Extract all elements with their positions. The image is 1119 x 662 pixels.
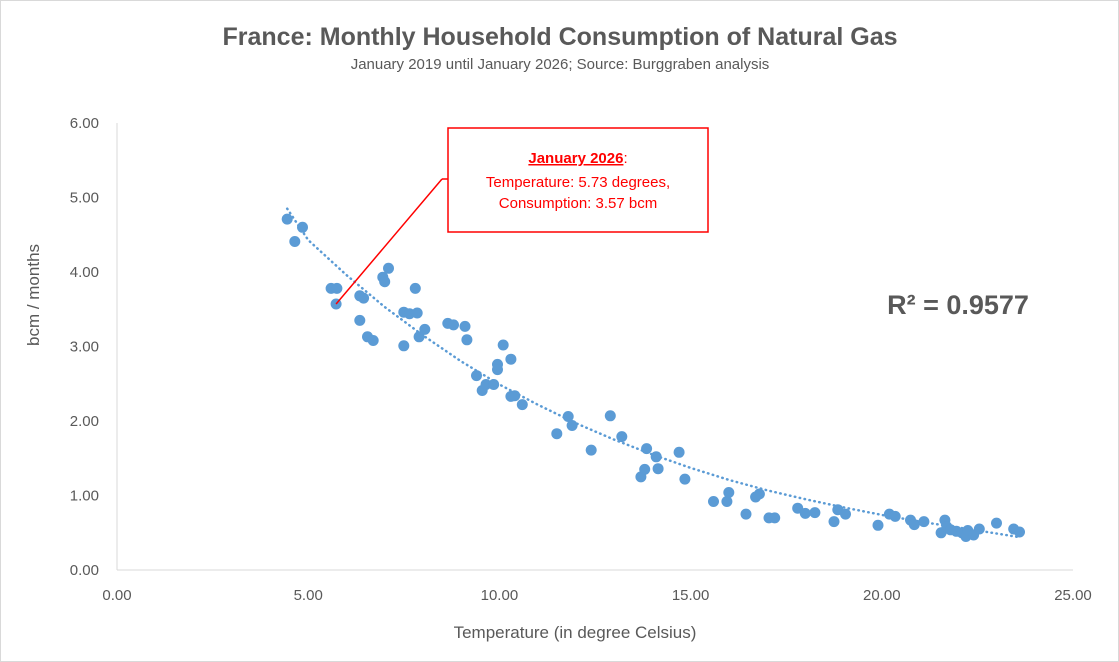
data-point	[673, 446, 685, 458]
y-tick-label: 0.00	[70, 562, 99, 579]
x-tick-label: 25.00	[1054, 587, 1092, 604]
data-point	[461, 334, 473, 346]
annotation-border	[447, 127, 709, 233]
chart-title: France: Monthly Household Consumption of…	[222, 23, 897, 51]
data-point	[409, 282, 421, 294]
data-point	[616, 431, 628, 443]
data-point	[281, 213, 293, 225]
data-point	[492, 364, 503, 376]
data-point	[331, 282, 343, 294]
data-point	[459, 320, 471, 332]
data-points	[281, 213, 1025, 542]
data-point	[639, 463, 651, 475]
chart-subtitle: January 2019 until January 2026; Source:…	[351, 56, 770, 73]
data-point	[367, 335, 379, 346]
data-point	[740, 508, 752, 520]
data-point	[918, 516, 930, 528]
data-point	[908, 519, 920, 531]
data-point	[723, 487, 735, 498]
data-point	[358, 292, 370, 304]
x-tick-label: 20.00	[863, 587, 901, 604]
data-point	[398, 340, 410, 352]
data-point	[585, 444, 597, 456]
y-tick-label: 5.00	[70, 190, 99, 207]
data-point	[509, 390, 521, 402]
x-tick-label: 5.00	[294, 587, 323, 604]
data-point	[991, 517, 1002, 529]
data-point	[289, 236, 301, 247]
data-point	[448, 319, 459, 331]
y-tick-label: 1.00	[70, 488, 99, 505]
data-point	[505, 353, 517, 365]
data-point	[753, 488, 765, 500]
data-point	[480, 379, 492, 390]
data-point	[379, 276, 391, 288]
data-point	[641, 443, 653, 455]
annotation-colon: :	[623, 150, 627, 167]
x-tick-label: 15.00	[672, 587, 710, 604]
data-point	[679, 473, 691, 485]
data-point	[809, 507, 821, 519]
data-point	[297, 221, 308, 233]
data-point	[872, 519, 884, 531]
annotation-leader-line	[335, 178, 443, 305]
data-point	[419, 323, 431, 335]
data-point	[708, 496, 719, 507]
y-tick-labels: 0.00 1.00 2.00 3.00 4.00 5.00 6.00	[70, 115, 99, 579]
annotation-heading: January 2026:	[528, 150, 627, 167]
data-point	[413, 331, 425, 343]
data-point	[799, 507, 811, 519]
x-axis-label: Temperature (in degree Celsius)	[454, 623, 697, 642]
r-squared-label: R² = 0.9577	[887, 290, 1029, 320]
data-point	[840, 508, 851, 520]
data-point	[769, 512, 781, 524]
annotation-temperature: Temperature: 5.73 degrees,	[486, 174, 670, 191]
data-point	[383, 262, 394, 274]
y-tick-label: 6.00	[70, 115, 99, 132]
y-tick-label: 2.00	[70, 413, 99, 430]
data-point	[497, 339, 509, 351]
data-point	[488, 379, 500, 390]
annotation-box: January 2026: Temperature: 5.73 degrees,…	[447, 127, 709, 233]
data-point	[562, 411, 574, 422]
y-tick-label: 4.00	[70, 264, 99, 281]
data-point	[354, 314, 366, 326]
data-point	[551, 428, 563, 440]
trendline	[285, 207, 1021, 539]
data-point	[650, 451, 662, 463]
data-point	[471, 370, 482, 382]
y-axis-label: bcm / months	[24, 244, 43, 346]
data-point	[828, 516, 840, 528]
data-point	[721, 496, 733, 507]
data-point	[604, 410, 616, 422]
data-point	[411, 307, 423, 319]
x-tick-label: 0.00	[102, 587, 131, 604]
data-point	[566, 420, 578, 431]
annotation-consumption: Consumption: 3.57 bcm	[499, 195, 657, 212]
x-tick-labels: 0.00 5.00 10.00 15.00 20.00 25.00	[102, 587, 1091, 604]
data-point	[1014, 526, 1025, 538]
data-point	[516, 399, 528, 411]
annotation-title: January 2026	[528, 150, 623, 167]
data-point	[652, 463, 664, 475]
data-point	[889, 510, 901, 522]
data-point	[973, 523, 985, 535]
x-tick-label: 10.00	[481, 587, 519, 604]
y-tick-label: 3.00	[70, 339, 99, 356]
